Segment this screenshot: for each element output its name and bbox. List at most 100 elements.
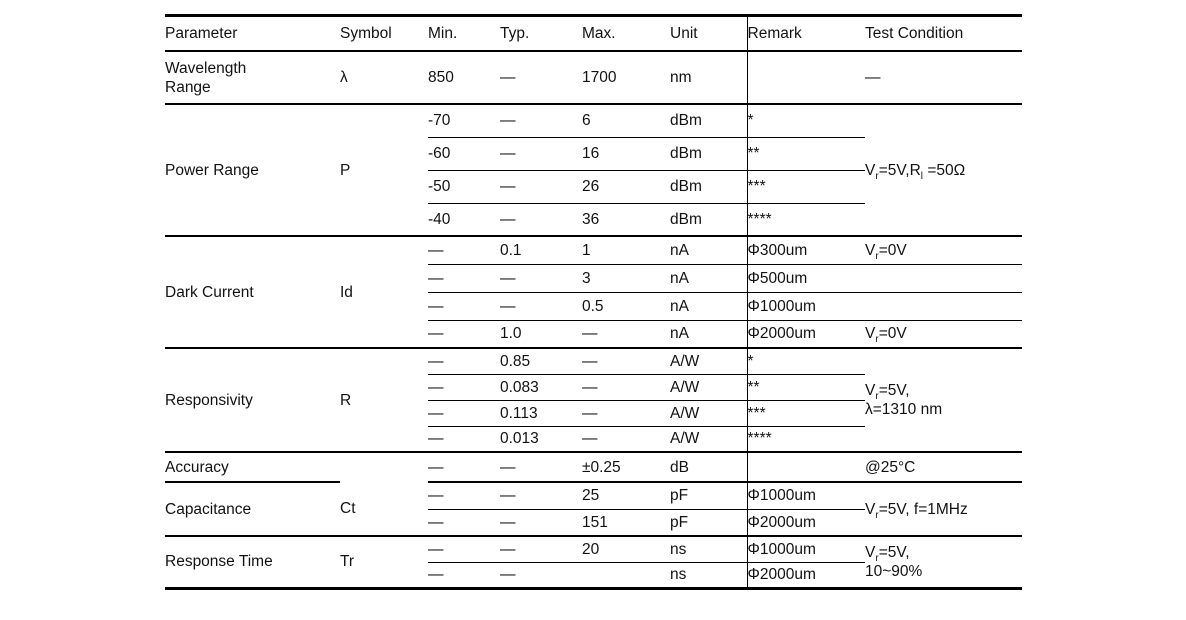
spec-row: —0.013— A/W ****: [165, 425, 1022, 452]
cell-test-condition: Vr=5V, 10~90%: [865, 535, 1022, 588]
spec-row: — —0.5 nA Φ1000um: [165, 291, 1022, 320]
spec-row: —0.113— A/W ***: [165, 399, 1022, 426]
cell-min: -60: [428, 136, 500, 170]
col-header-min: Min.: [428, 14, 500, 52]
cell-remark: ****: [746, 202, 865, 236]
cell-min: -70: [428, 103, 500, 137]
cell-typ: —: [500, 263, 582, 292]
cell-remark: [746, 451, 865, 482]
cell-symbol: Id: [340, 235, 428, 348]
cell-typ: —: [500, 561, 582, 588]
cell-min: —: [428, 373, 500, 400]
cell-max: 16: [582, 136, 670, 170]
cell-max: 6: [582, 103, 670, 137]
spec-table-body: Wavelength Range λ 850—1700 nm — Power Range P -…: [165, 50, 1022, 588]
cell-parameter: Response Time: [165, 535, 340, 588]
cell-unit: nA: [670, 291, 747, 320]
spec-row: Capacitance Ct — —25 pF Φ1000um Vr=5V, f=1MHz: [165, 481, 1022, 536]
cell-unit: A/W: [670, 399, 747, 426]
cell-unit: dBm: [670, 136, 747, 170]
cell-remark: [746, 50, 865, 104]
cell-remark: ***: [746, 399, 865, 426]
cell-unit: pF: [670, 481, 747, 509]
cell-typ: —: [500, 291, 582, 320]
spec-row: Response Time Tr — —20 ns Φ1000um Vr=5V, 10~90%: [165, 535, 1022, 588]
cell-remark: Φ2000um: [746, 561, 865, 588]
cell-symbol: R: [340, 347, 428, 452]
cell-symbol: P: [340, 103, 428, 236]
spec-row: -40—36 dBm ****: [165, 202, 1022, 236]
spec-table: Parameter Symbol Min. Typ. Max. Unit Rem…: [165, 14, 1022, 590]
spec-row: —0.083— A/W **: [165, 373, 1022, 400]
cell-remark: Φ2000um: [746, 319, 865, 348]
spec-row: -60—16 dBm **: [165, 136, 1022, 170]
spec-row: Wavelength Range λ 850—1700 nm —: [165, 50, 1022, 104]
cell-typ: —: [500, 103, 582, 137]
cell-test-condition: Vr=5V, λ=1310 nm: [865, 347, 1022, 452]
cell-parameter: Capacitance: [165, 481, 340, 536]
cell-unit: nm: [670, 50, 747, 104]
col-header-max: Max.: [582, 14, 670, 52]
cell-unit: pF: [670, 508, 747, 536]
col-header-unit: Unit: [670, 14, 747, 52]
cell-min: —: [428, 319, 500, 348]
cell-symbol: Ct: [340, 500, 356, 517]
cell-max: —: [582, 373, 670, 400]
header-row: Parameter Symbol Min. Typ. Max. Unit Rem…: [165, 14, 1022, 52]
cell-unit: nA: [670, 319, 747, 348]
cell-remark: ****: [746, 425, 865, 452]
cell-typ: —: [500, 451, 582, 482]
cell-max: —: [582, 425, 670, 452]
cell-typ: —: [500, 202, 582, 236]
cell-symbol: Tr: [340, 535, 428, 588]
cell-parameter: Responsivity: [165, 347, 340, 452]
spec-row: Responsivity R —0.85— A/W * Vr=5V, λ=1310 nm: [165, 347, 1022, 452]
cell-unit: dBm: [670, 103, 747, 137]
cell-min: —: [428, 347, 500, 374]
cell-max: 36: [582, 202, 670, 236]
col-header-typ: Typ.: [500, 14, 582, 52]
cell-remark: Φ500um: [746, 263, 865, 292]
cell-min: —: [428, 535, 500, 562]
cell-typ: 0.013: [500, 425, 582, 452]
col-header-symbol: Symbol: [340, 14, 428, 52]
spec-row: —1.0— nA Φ2000um Vr=0V: [165, 319, 1022, 348]
cell-remark: Φ1000um: [746, 481, 865, 509]
cell-min: 850: [428, 50, 500, 104]
cell-unit: nA: [670, 263, 747, 292]
cell-min: -50: [428, 169, 500, 203]
cell-test-condition: Vr=5V, f=1MHz: [865, 481, 1022, 536]
cell-typ: 0.85: [500, 347, 582, 374]
cell-remark: Φ300um: [746, 235, 865, 264]
cell-max: 0.5: [582, 291, 670, 320]
cell-unit: nA: [670, 235, 747, 264]
cell-typ: —: [500, 508, 582, 536]
cell-min: —: [428, 399, 500, 426]
cell-symbol: λ: [340, 50, 428, 104]
cell-min: —: [428, 291, 500, 320]
cell-remark: Φ1000um: [746, 535, 865, 562]
cell-unit: ns: [670, 561, 747, 588]
cell-unit: dBm: [670, 169, 747, 203]
spec-row: Power Range P -70—6 dBm * Vr=5V,Rl =50Ω: [165, 103, 1022, 236]
cell-parameter: Dark Current: [165, 235, 340, 348]
cell-remark: **: [746, 373, 865, 400]
cell-unit: dBm: [670, 202, 747, 236]
cell-max: —: [582, 347, 670, 374]
col-header-parameter: Parameter: [165, 14, 340, 52]
cell-test-condition: Vr=0V: [865, 319, 1022, 348]
cell-max: 151: [582, 508, 670, 536]
cell-parameter: Power Range: [165, 103, 340, 236]
cell-test-condition: Vr=5V,Rl =50Ω: [865, 103, 1022, 236]
cell-max: —: [582, 319, 670, 348]
cell-typ: —: [500, 169, 582, 203]
cell-parameter: Wavelength Range: [165, 50, 340, 104]
cell-unit: A/W: [670, 373, 747, 400]
cell-min: -40: [428, 202, 500, 236]
cell-unit: ns: [670, 535, 747, 562]
cell-test-condition: [865, 263, 1022, 292]
cell-remark: Φ1000um: [746, 291, 865, 320]
cell-max: —: [582, 399, 670, 426]
cell-typ: 0.113: [500, 399, 582, 426]
